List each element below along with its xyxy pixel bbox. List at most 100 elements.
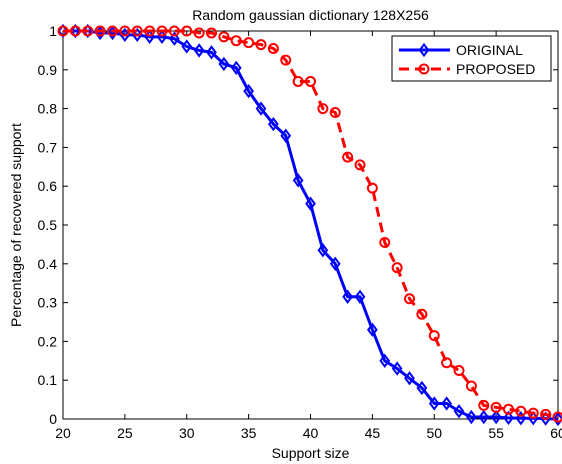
x-tick-label: 55 — [488, 425, 504, 441]
data-point-proposed — [540, 408, 552, 420]
x-tick-label: 40 — [303, 425, 319, 441]
series-layer — [57, 23, 562, 427]
plot-area — [62, 30, 559, 420]
data-point-proposed — [305, 75, 316, 87]
y-tick-label: 0.5 — [38, 217, 58, 233]
data-point-proposed — [193, 27, 205, 39]
data-point-original — [280, 128, 292, 143]
data-point-proposed — [94, 25, 106, 37]
data-point-proposed — [57, 25, 69, 37]
data-point-original — [131, 27, 143, 43]
data-point-proposed — [441, 357, 453, 369]
data-point-proposed — [404, 293, 415, 305]
data-point-proposed — [391, 262, 403, 274]
data-point-proposed — [82, 25, 94, 37]
legend-box — [391, 35, 552, 82]
y-tick-label: 1 — [49, 23, 57, 39]
x-tick-label: 35 — [241, 425, 257, 441]
data-point-original — [317, 243, 329, 258]
series-original — [57, 23, 562, 427]
data-point-proposed — [527, 407, 539, 419]
y-tick-label: 0.9 — [38, 62, 58, 78]
data-point-proposed — [156, 25, 168, 37]
data-point-proposed — [428, 330, 440, 342]
data-point-proposed — [255, 39, 267, 51]
data-point-proposed — [181, 25, 193, 37]
legend-item-proposed: PROPOSED — [399, 61, 535, 77]
data-point-original — [515, 411, 527, 426]
y-tick-label: 0 — [49, 411, 57, 427]
x-tick-label: 60 — [550, 425, 562, 441]
data-point-proposed — [552, 411, 562, 423]
x-tick-label: 45 — [365, 425, 381, 441]
x-axis-title: Support size — [272, 445, 350, 461]
data-point-proposed — [267, 42, 279, 54]
series-proposed — [57, 25, 562, 423]
data-point-proposed — [206, 27, 217, 39]
data-point-original — [292, 173, 304, 188]
data-point-proposed — [119, 25, 131, 37]
legend-label-proposed: PROPOSED — [456, 61, 535, 77]
data-point-proposed — [107, 25, 118, 37]
data-point-original — [255, 101, 267, 116]
data-point-proposed — [354, 159, 366, 171]
data-point-original — [206, 45, 217, 60]
y-tick-label: 0.1 — [38, 372, 58, 388]
x-tick-label: 20 — [55, 425, 71, 441]
data-point-proposed — [292, 75, 304, 87]
legend-marker-original — [418, 42, 430, 58]
data-point-proposed — [317, 103, 329, 115]
data-point-proposed — [230, 35, 242, 47]
data-point-original — [552, 411, 562, 427]
data-point-proposed — [329, 106, 341, 118]
data-point-original — [230, 60, 242, 76]
data-point-original — [342, 289, 353, 304]
data-point-original — [540, 411, 551, 426]
data-point-original — [503, 410, 514, 426]
y-tick-label: 0.7 — [38, 139, 58, 155]
data-point-original — [329, 256, 341, 271]
data-point-proposed — [280, 54, 292, 66]
data-point-original — [267, 116, 279, 132]
data-point-original — [391, 361, 403, 376]
data-point-original — [181, 39, 193, 54]
data-point-proposed — [503, 403, 514, 415]
y-tick-label: 0.8 — [38, 101, 58, 117]
data-point-proposed — [478, 399, 490, 411]
data-point-original — [416, 380, 428, 396]
y-tick-label: 0.2 — [38, 333, 58, 349]
data-point-original — [441, 396, 452, 411]
data-point-original — [453, 404, 465, 419]
legend-marker-proposed — [418, 63, 430, 75]
data-point-proposed — [243, 37, 255, 49]
data-point-original — [218, 56, 230, 72]
data-point-original — [193, 43, 205, 58]
chart-title: Random gaussian dictionary 128X256 — [192, 7, 429, 23]
data-point-original — [305, 196, 316, 211]
data-point-original — [490, 409, 502, 425]
y-tick-label: 0.4 — [38, 256, 58, 272]
data-point-original — [428, 396, 440, 411]
data-point-original — [169, 31, 180, 46]
data-point-proposed — [490, 401, 502, 413]
data-point-proposed — [131, 25, 143, 37]
data-point-original — [243, 83, 254, 99]
data-point-proposed — [69, 25, 81, 37]
x-tick-label: 50 — [426, 425, 442, 441]
data-point-proposed — [416, 308, 428, 320]
data-point-proposed — [168, 25, 180, 37]
data-point-proposed — [379, 236, 391, 248]
data-point-original — [466, 409, 477, 425]
x-tick-label: 30 — [179, 425, 195, 441]
data-point-proposed — [342, 151, 354, 163]
data-point-original — [478, 409, 490, 425]
y-tick-label: 0.6 — [38, 178, 58, 194]
data-point-proposed — [453, 365, 465, 376]
data-point-original — [367, 322, 378, 337]
data-point-original — [379, 353, 391, 368]
axis-ticks: 20 25 30 35 40 45 50 55 60 0 0.1 0.2 0.3 0.4 0.5 0.6 0.7… — [38, 23, 562, 441]
y-axis-title: Percentage of recovered support — [8, 123, 24, 327]
data-point-proposed — [465, 380, 477, 392]
x-tick-label: 25 — [117, 425, 133, 441]
